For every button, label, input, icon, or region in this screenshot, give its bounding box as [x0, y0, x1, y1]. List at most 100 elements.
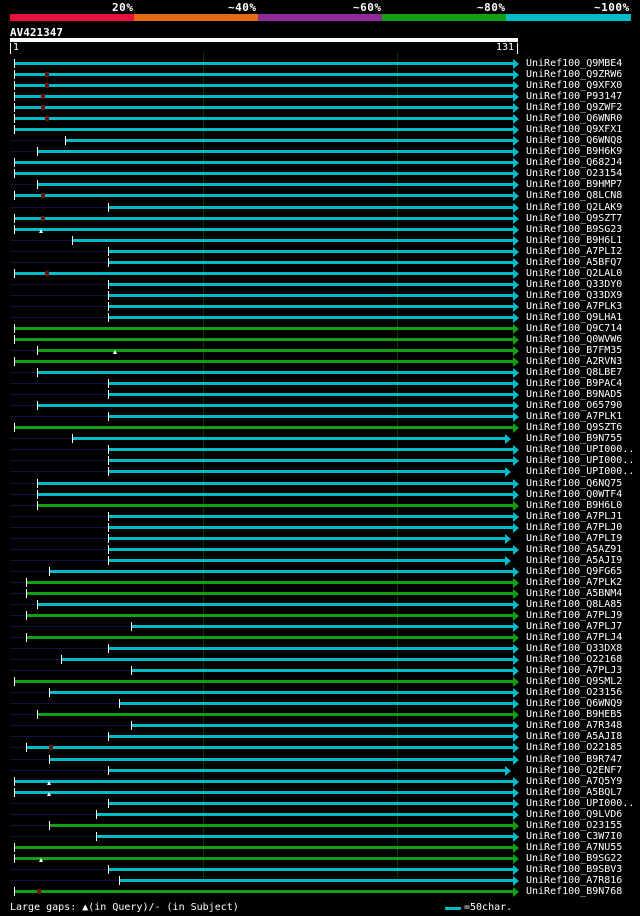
- hit-label-link[interactable]: UniRef100_B9SG22: [526, 852, 623, 864]
- hit-label-link[interactable]: UniRef100_A5BQL7: [526, 786, 623, 798]
- unaligned-region: [10, 151, 38, 153]
- hit-label-link[interactable]: UniRef100_B9H6K9: [526, 146, 623, 158]
- hit-label-link[interactable]: UniRef100_Q8LA85: [526, 598, 623, 610]
- unaligned-region: [10, 449, 108, 451]
- hit-label-link[interactable]: UniRef100_Q0WVW6: [526, 334, 623, 345]
- alignment-start-mark: [13, 158, 15, 168]
- hit-label-link[interactable]: UniRef100_P93147: [526, 91, 623, 103]
- hit-label-link[interactable]: UniRef100_Q33DX9: [526, 289, 623, 301]
- hit-label-link[interactable]: UniRef100_A7PLJ9: [526, 610, 623, 621]
- hit-label-link[interactable]: UniRef100_Q9XFX0: [526, 80, 623, 92]
- hit-label-link[interactable]: UniRef100_A7PLK3: [526, 300, 623, 312]
- unaligned-region: [10, 747, 26, 749]
- hit-label-link[interactable]: UniRef100_B9H6L1: [526, 234, 623, 246]
- hit-label-link[interactable]: UniRef100_A7PLJ1: [526, 510, 623, 522]
- hit-label-link[interactable]: UniRef100_Q0WTF4: [526, 488, 623, 500]
- hit-label-link[interactable]: UniRef100_O65790: [526, 400, 623, 412]
- hit-label-link[interactable]: UniRef100_A7PLJ0: [526, 521, 623, 533]
- hit-label-link[interactable]: UniRef100_A7PLK2: [526, 576, 623, 588]
- hit-label-link[interactable]: UniRef100_A7PLI2: [526, 245, 623, 257]
- hit-label-link[interactable]: UniRef100_B9N755: [526, 433, 623, 445]
- hit-label-link[interactable]: UniRef100_Q2LAL0: [526, 267, 623, 279]
- hit-label-link[interactable]: UniRef100_O23155: [526, 819, 623, 831]
- arrow-right-icon: [505, 765, 512, 776]
- hit-row: UniRef100_Q8LCN8: [0, 190, 640, 202]
- hit-label-link[interactable]: UniRef100_B9HMP7: [526, 179, 623, 191]
- hit-label-link[interactable]: UniRef100_Q9LVD6: [526, 808, 623, 820]
- hit-label-link[interactable]: UniRef100_A7R348: [526, 720, 623, 732]
- hit-label-link[interactable]: UniRef100_B9SBV3: [526, 863, 623, 875]
- hit-label-link[interactable]: UniRef100_A5AJI9: [526, 554, 623, 566]
- hit-label-link[interactable]: UniRef100_Q6WNQ9: [526, 698, 623, 710]
- hit-label-link[interactable]: UniRef100_UPI000..: [526, 455, 635, 467]
- hit-label-link[interactable]: UniRef100_Q8LCN8: [526, 190, 623, 202]
- hit-label-link[interactable]: UniRef100_Q682J4: [526, 157, 623, 169]
- hit-label-link[interactable]: UniRef100_B9PAC4: [526, 378, 623, 390]
- hit-label-link[interactable]: UniRef100_A5AZ91: [526, 543, 623, 555]
- hit-label-link[interactable]: UniRef100_Q9SML2: [526, 676, 623, 688]
- hit-label-link[interactable]: UniRef100_Q9FG65: [526, 565, 623, 577]
- alignment-bar: [13, 680, 513, 684]
- hit-label-link[interactable]: UniRef100_O23154: [526, 168, 623, 180]
- hit-label-link[interactable]: UniRef100_A7PLI9: [526, 532, 623, 544]
- hit-label-link[interactable]: UniRef100_Q6NQ75: [526, 477, 623, 489]
- alignment-start-mark: [107, 644, 109, 654]
- hit-label-link[interactable]: UniRef100_Q9ZRW6: [526, 69, 623, 81]
- unaligned-region: [10, 758, 49, 760]
- hit-label-link[interactable]: UniRef100_B7FM35: [526, 345, 623, 357]
- hit-label-link[interactable]: UniRef100_O22168: [526, 654, 623, 666]
- hit-label-link[interactable]: UniRef100_A7Q5Y9: [526, 775, 623, 787]
- hit-label-link[interactable]: UniRef100_Q9LHA1: [526, 311, 623, 323]
- unaligned-region: [10, 316, 108, 318]
- hit-label-link[interactable]: UniRef100_B9R747: [526, 753, 623, 765]
- hit-label-link[interactable]: UniRef100_A7PLJ7: [526, 621, 623, 633]
- hit-label-link[interactable]: UniRef100_A5BNM4: [526, 587, 623, 599]
- hit-label-link[interactable]: UniRef100_B9SG23: [526, 223, 623, 235]
- hit-row: UniRef100_O23155: [0, 819, 640, 832]
- hit-label-link[interactable]: UniRef100_C3W7I0: [526, 830, 623, 842]
- hit-label-link[interactable]: UniRef100_Q9ZWF2: [526, 102, 623, 114]
- arrow-right-icon: [513, 522, 519, 533]
- hit-label-link[interactable]: UniRef100_Q8LBE7: [526, 367, 623, 379]
- hit-label-link[interactable]: UniRef100_B9HEB5: [526, 709, 623, 721]
- hit-label-link[interactable]: UniRef100_UPI000..: [526, 466, 635, 478]
- alignment-start-mark: [37, 599, 39, 609]
- hit-label-link[interactable]: UniRef100_A7PLJ3: [526, 665, 623, 677]
- hit-row: UniRef100_A7R348: [0, 720, 640, 732]
- hit-row: UniRef100_O23154: [0, 168, 640, 180]
- grid-line: [203, 52, 204, 878]
- hit-label-link[interactable]: UniRef100_Q6WNR0: [526, 113, 623, 125]
- arrow-right-icon: [513, 368, 519, 379]
- hit-label-link[interactable]: UniRef100_B9NAD5: [526, 389, 623, 401]
- hit-label-link[interactable]: UniRef100_Q6WNQ8: [526, 135, 623, 147]
- alignment-bar: [107, 525, 513, 529]
- hit-label-link[interactable]: UniRef100_Q9SZT6: [526, 422, 623, 434]
- hit-label-link[interactable]: UniRef100_Q33DY0: [526, 278, 623, 290]
- hit-label-link[interactable]: UniRef100_O23156: [526, 687, 623, 699]
- hit-label-link[interactable]: UniRef100_A7PLJ4: [526, 632, 623, 644]
- hit-label-link[interactable]: UniRef100_Q2LAK9: [526, 201, 623, 213]
- hit-label-link[interactable]: UniRef100_UPI000..: [526, 444, 635, 456]
- hit-label-link[interactable]: UniRef100_Q9XFX1: [526, 124, 623, 136]
- hit-label-link[interactable]: UniRef100_A5BFQ7: [526, 256, 623, 268]
- hit-label-link[interactable]: UniRef100_A5AJI8: [526, 731, 623, 743]
- alignment-start-mark: [25, 588, 27, 598]
- hit-label-link[interactable]: UniRef100_A7PLK1: [526, 411, 623, 423]
- hit-label-link[interactable]: UniRef100_Q2ENF7: [526, 764, 623, 776]
- hit-label-link[interactable]: UniRef100_A7R816: [526, 874, 623, 886]
- hit-label-link[interactable]: UniRef100_B9H6L0: [526, 499, 623, 511]
- arrow-right-icon: [513, 622, 519, 633]
- hit-label-link[interactable]: UniRef100_Q33DX8: [526, 643, 623, 655]
- arrow-right-icon: [513, 213, 519, 224]
- hit-label-link[interactable]: UniRef100_A7NU55: [526, 841, 623, 853]
- hit-label-link[interactable]: UniRef100_Q9MBE4: [526, 58, 623, 69]
- alignment-start-mark: [25, 633, 27, 643]
- hit-label-link[interactable]: UniRef100_A2RVN3: [526, 356, 623, 368]
- hit-label-link[interactable]: UniRef100_Q9C714: [526, 322, 623, 334]
- alignment-start-mark: [49, 820, 50, 830]
- hit-label-link[interactable]: UniRef100_O22185: [526, 742, 623, 754]
- unaligned-region: [10, 581, 26, 583]
- hit-label-link[interactable]: UniRef100_Q9SZT7: [526, 212, 623, 224]
- hit-label-link[interactable]: UniRef100_UPI000..: [526, 797, 635, 809]
- hit-label-link[interactable]: UniRef100_B9N768: [526, 886, 623, 897]
